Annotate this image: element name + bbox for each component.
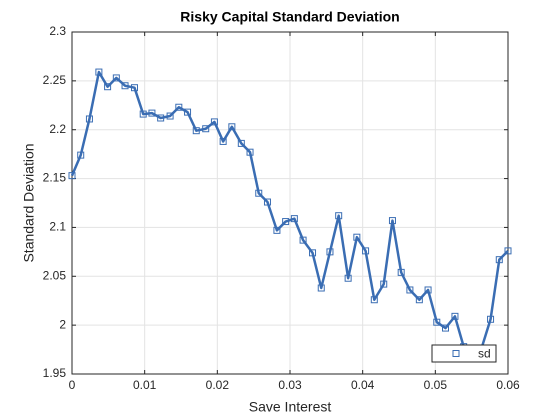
marker (85, 115, 93, 123)
marker (397, 268, 405, 276)
y-tick-label: 1.95 (43, 366, 67, 380)
marker (210, 118, 218, 126)
marker (370, 296, 378, 304)
legend-box (431, 344, 497, 363)
x-axis-label: Save Interest (249, 399, 332, 415)
x-tick-label: 0.02 (206, 378, 230, 392)
marker (406, 286, 414, 294)
marker (130, 84, 138, 92)
marker (175, 103, 183, 111)
marker (139, 110, 147, 118)
marker (415, 296, 423, 304)
marker (495, 256, 503, 264)
marker (362, 247, 370, 255)
marker (246, 148, 254, 156)
x-tick-label: 0.01 (133, 378, 157, 392)
x-tick-label: 0.06 (496, 378, 520, 392)
marker (388, 217, 396, 225)
marker (326, 248, 334, 256)
marker (442, 324, 450, 332)
marker (282, 218, 290, 226)
marker (112, 74, 120, 82)
marker (166, 112, 174, 120)
marker (299, 236, 307, 244)
marker (77, 151, 85, 159)
marker (344, 274, 352, 282)
marker (273, 226, 281, 234)
y-tick-label: 2.25 (43, 73, 67, 87)
y-tick-label: 2.05 (43, 268, 67, 282)
legend-marker (452, 350, 460, 357)
x-tick-label: 0 (69, 378, 76, 392)
marker (309, 249, 317, 257)
y-tick-label: 2.1 (49, 220, 66, 234)
line (70, 70, 509, 351)
marker (104, 83, 112, 91)
marker (353, 233, 361, 241)
marker (121, 82, 129, 90)
marker (380, 280, 388, 288)
y-axis-label: Standard Deviation (21, 143, 37, 262)
x-tick-label: 0.05 (424, 378, 448, 392)
y-tick-label: 2.3 (49, 24, 66, 38)
marker (237, 139, 245, 147)
y-tick-label: 2 (59, 317, 66, 331)
marker (228, 123, 236, 131)
marker (504, 247, 512, 255)
marker (68, 172, 76, 180)
x-tick-label: 0.04 (351, 378, 375, 392)
marker (184, 108, 192, 116)
legend-label: sd (478, 347, 491, 361)
marker (148, 109, 156, 117)
marker (157, 114, 165, 122)
x-tick-label: 0.03 (278, 378, 302, 392)
marker (433, 318, 441, 326)
y-tick-label: 2.2 (49, 122, 66, 136)
chart-title: Risky Capital Standard Deviation (180, 9, 399, 25)
marker (487, 315, 495, 323)
marker (317, 284, 325, 292)
marker (219, 137, 227, 145)
marker (255, 189, 263, 197)
marker (202, 125, 210, 133)
marker (95, 68, 103, 76)
marker (424, 286, 432, 294)
marker (263, 198, 271, 206)
marker (290, 215, 298, 223)
marker (451, 312, 459, 320)
y-tick-label: 2.15 (43, 171, 67, 185)
marker (335, 212, 343, 220)
marker (192, 127, 200, 135)
